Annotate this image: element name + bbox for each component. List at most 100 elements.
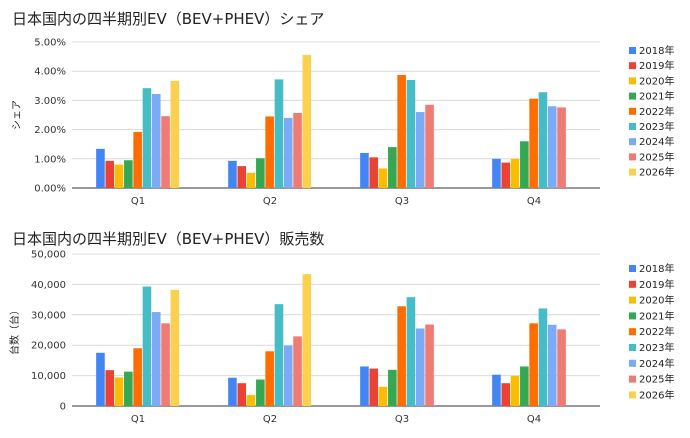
legend-swatch	[629, 391, 636, 399]
legend-entry: 2022年	[639, 105, 674, 118]
y-tick-label: 0	[60, 402, 66, 413]
bar-2022年-Q2	[265, 351, 274, 406]
legend-swatch	[629, 92, 636, 100]
x-tick-label: Q1	[131, 196, 145, 207]
legend-entry: 2020年	[639, 294, 674, 307]
legend-entry: 2025年	[639, 150, 674, 163]
legend-entry: 2024年	[639, 135, 674, 148]
bar-2023年-Q1	[142, 286, 152, 406]
bar-2024年-Q1	[151, 312, 161, 406]
bar-2018年-Q1	[96, 352, 105, 406]
chart-1: 日本国内の四半期別EV（BEV+PHEV）シェア 0.00% 1.00% 2.00% 3…	[12, 10, 674, 207]
bar-2022年-Q4	[529, 98, 538, 188]
bar-2021年-Q1	[124, 371, 133, 406]
legend-entry: 2022年	[639, 325, 674, 338]
bar-2025年-Q4	[557, 329, 566, 406]
legend-swatch	[629, 265, 636, 272]
x-tick-label: Q4	[527, 414, 541, 425]
bar-2024年-Q1	[151, 93, 161, 188]
bar-2018年-Q2	[228, 160, 237, 188]
legend-entry: 2019年	[639, 59, 674, 72]
y-axis-label: 台数（台）	[8, 305, 21, 355]
legend-swatch	[629, 296, 636, 304]
bar-2020年-Q1	[114, 164, 124, 188]
bar-2023年-Q4	[538, 92, 548, 188]
bar-2021年-Q4	[520, 366, 529, 406]
legend-swatch	[629, 47, 636, 54]
bar-2026年-Q1	[170, 80, 180, 188]
bar-2024年-Q4	[547, 324, 557, 406]
legend-entry: 2020年	[639, 74, 674, 87]
legend-entry: 2018年	[639, 44, 674, 57]
bar-2019年-Q1	[105, 160, 115, 188]
legend-swatch	[629, 359, 636, 367]
y-axis-label: シェア	[12, 100, 23, 130]
bar-2026年-Q2	[302, 274, 312, 406]
legend-swatch	[629, 344, 636, 351]
bar-2023年-Q2	[274, 79, 284, 188]
legend-entry: 2021年	[639, 90, 674, 103]
x-tick-label: Q4	[527, 196, 541, 207]
bar-2020年-Q2	[246, 395, 256, 406]
x-tick-label: Q2	[263, 196, 277, 207]
bar-2018年-Q3	[360, 366, 369, 406]
bar-2024年-Q3	[415, 112, 425, 188]
bar-2019年-Q4	[501, 162, 511, 188]
x-tick-label: Q1	[131, 414, 145, 425]
bar-2019年-Q2	[237, 383, 247, 406]
bar-2022年-Q4	[529, 323, 538, 406]
legend-entry: 2021年	[639, 309, 674, 322]
legend-entry: 2019年	[639, 278, 674, 291]
chart-2: 日本国内の四半期別EV（BEV+PHEV）販売数 0 10,000 20,000 30,…	[8, 230, 674, 425]
legend-entry: 2026年	[639, 166, 674, 179]
legend-swatch	[629, 328, 636, 336]
bar-2021年-Q2	[256, 379, 265, 406]
bar-2023年-Q1	[142, 88, 152, 188]
bar-2020年-Q4	[510, 158, 520, 188]
chart-title: 日本国内の四半期別EV（BEV+PHEV）販売数	[12, 230, 324, 248]
bar-2019年-Q3	[369, 157, 379, 188]
bar-2022年-Q1	[133, 348, 142, 406]
bar-2026年-Q1	[170, 289, 180, 406]
legend-swatch	[629, 62, 636, 70]
bar-2024年-Q2	[283, 117, 293, 188]
y-tick-label: 30,000	[31, 310, 66, 321]
legend-swatch	[629, 77, 636, 85]
bar-2018年-Q1	[96, 148, 105, 188]
bar-2025年-Q1	[161, 116, 170, 188]
bar-2021年-Q4	[520, 141, 529, 188]
bar-2023年-Q2	[274, 304, 284, 406]
bar-2026年-Q2	[302, 54, 312, 188]
legend-swatch	[629, 123, 636, 130]
bar-2022年-Q1	[133, 131, 142, 188]
bar-2020年-Q2	[246, 172, 256, 188]
y-tick-label: 40,000	[31, 280, 66, 291]
legend-entry: 2018年	[639, 262, 674, 275]
bar-2020年-Q1	[114, 377, 124, 406]
y-tick-label: 1.00%	[34, 154, 66, 165]
bar-2024年-Q2	[283, 345, 293, 406]
bar-2021年-Q1	[124, 160, 133, 188]
bar-2018年-Q3	[360, 152, 369, 188]
legend-swatch	[629, 153, 636, 161]
bar-2018年-Q4	[492, 374, 501, 406]
y-tick-label: 50,000	[31, 250, 66, 261]
bar-2020年-Q3	[378, 168, 388, 188]
legend-entry: 2026年	[639, 388, 674, 401]
y-tick-label: 10,000	[31, 371, 66, 382]
bar-2025年-Q3	[425, 104, 434, 188]
bar-2023年-Q3	[406, 297, 416, 406]
x-tick-label: Q2	[263, 414, 277, 425]
legend-entry: 2024年	[639, 357, 674, 370]
y-tick-label: 0.00%	[34, 184, 66, 195]
legend-entry: 2023年	[639, 341, 674, 354]
bar-2023年-Q3	[406, 79, 416, 188]
legend-swatch	[629, 312, 636, 320]
bar-2024年-Q3	[415, 328, 425, 406]
legend-swatch	[629, 168, 636, 176]
bar-2018年-Q2	[228, 377, 237, 406]
bar-2024年-Q4	[547, 106, 557, 188]
x-tick-label: Q3	[395, 196, 409, 207]
legend-swatch	[629, 107, 636, 115]
